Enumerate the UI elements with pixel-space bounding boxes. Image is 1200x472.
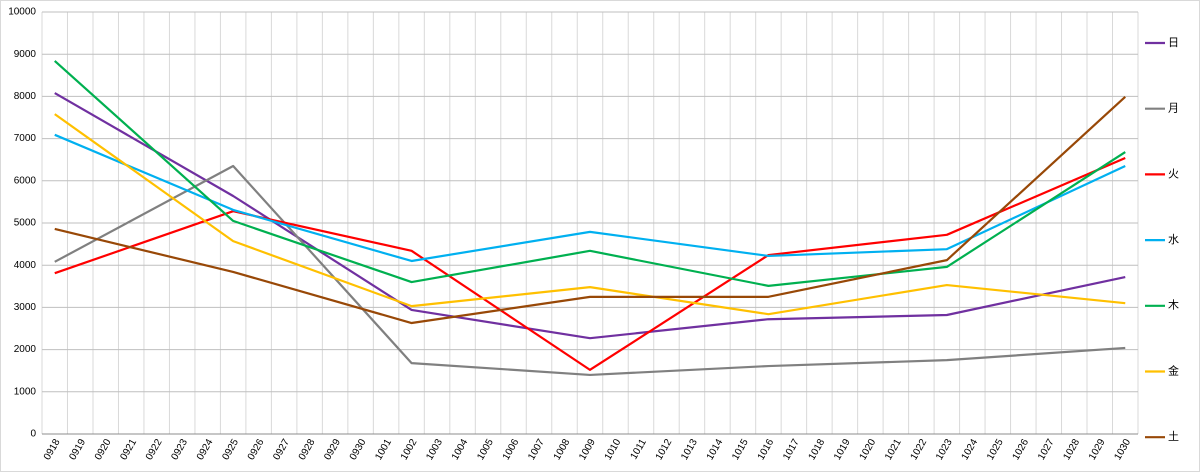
- y-tick-label: 2000: [14, 344, 37, 355]
- legend-label: 木: [1168, 299, 1179, 312]
- legend-label: 土: [1168, 430, 1179, 443]
- line-series: [54, 60, 1126, 287]
- line-series: [54, 96, 1127, 325]
- y-tick-label: 6000: [14, 175, 37, 186]
- y-tick-label: 8000: [14, 91, 37, 102]
- legend-label: 月: [1168, 103, 1179, 115]
- y-tick-label: 9000: [14, 49, 37, 60]
- line-series: [54, 157, 1126, 371]
- legend-label: 金: [1168, 363, 1179, 377]
- y-tick-label: 1000: [14, 386, 37, 397]
- line-series: [54, 164, 1126, 377]
- y-tick-label: 7000: [14, 133, 37, 144]
- y-tick-label: 0: [30, 429, 36, 440]
- y-tick-label: 3000: [14, 302, 37, 313]
- y-tick-label: 10000: [8, 7, 36, 18]
- legend-label: 日: [1168, 37, 1179, 49]
- y-tick-label: 5000: [14, 218, 37, 229]
- y-tick-label: 4000: [14, 260, 37, 271]
- line-series: [54, 133, 1126, 263]
- line-series: [54, 113, 1126, 316]
- legend-label: 火: [1168, 168, 1179, 180]
- legend-label: 水: [1168, 233, 1179, 246]
- line-series: [54, 92, 1126, 340]
